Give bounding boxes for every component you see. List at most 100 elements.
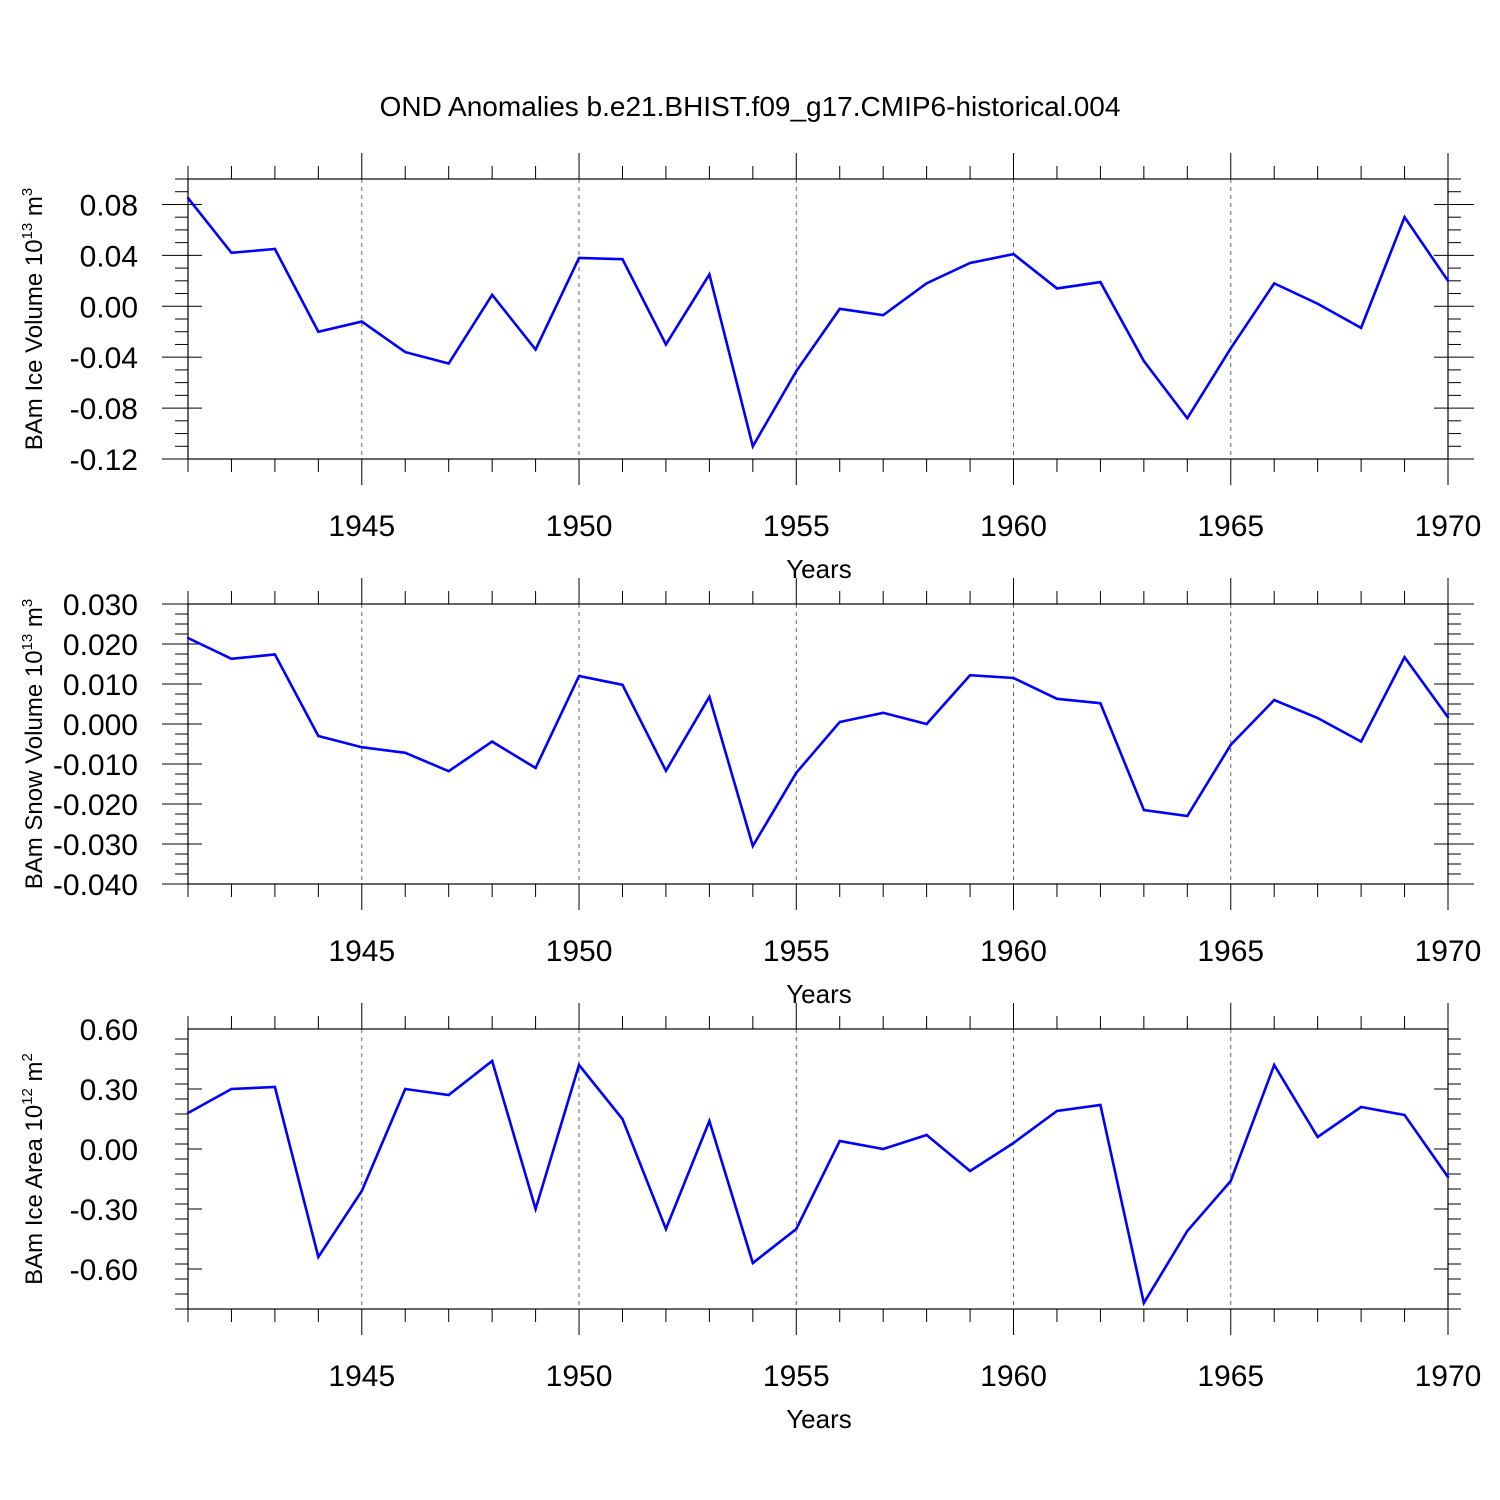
data-point <box>621 1117 624 1121</box>
data-point <box>230 251 233 255</box>
y-label-main: BAm Ice Volume 10 <box>21 239 48 450</box>
y-tick-label: 0.030 <box>63 589 138 622</box>
plot-frame <box>187 178 1449 460</box>
data-point <box>881 1147 885 1151</box>
data-point <box>1316 716 1319 720</box>
data-point <box>317 1255 320 1259</box>
data-point <box>838 720 841 724</box>
y-axis-label: BAm Snow Volume 1013 m3 <box>19 599 48 890</box>
data-point <box>1446 1175 1450 1179</box>
y-tick-label: -0.30 <box>70 1194 138 1227</box>
data-point <box>881 313 885 317</box>
data-point <box>968 261 972 265</box>
data-point <box>1316 1135 1319 1139</box>
data-point <box>795 369 798 373</box>
plots-container: -0.12 -0.08 -0.04 0.00 0.04 0.08 1945 1950 1955 1… <box>19 153 1481 1434</box>
data-point <box>447 362 450 365</box>
data-point <box>577 674 581 678</box>
data-point <box>1142 1301 1146 1305</box>
data-point <box>1446 279 1450 283</box>
data-point <box>708 1119 711 1123</box>
data-point <box>1142 359 1146 363</box>
data-point <box>1403 215 1406 219</box>
series-line <box>187 1058 1450 1307</box>
x-tick-label: 1960 <box>980 1360 1047 1393</box>
y-tick-label: 0.60 <box>80 1014 138 1047</box>
data-point <box>1055 287 1059 290</box>
series-line <box>186 197 1450 450</box>
data-point <box>404 350 407 354</box>
y-label-exponent: 13 <box>19 223 36 240</box>
x-tick-label: 1960 <box>980 935 1047 968</box>
data-point <box>664 343 668 346</box>
y-tick-label: 0.010 <box>63 669 138 702</box>
data-point <box>490 1059 494 1063</box>
data-point <box>664 769 668 772</box>
x-axis-label: Years <box>786 979 852 1009</box>
data-point <box>404 1087 407 1091</box>
y-tick-label: -0.040 <box>53 869 138 902</box>
data-point <box>751 1261 755 1265</box>
data-point <box>664 1227 668 1231</box>
data-point <box>360 320 363 323</box>
x-tick-label: 1955 <box>763 935 830 968</box>
data-point <box>1055 697 1059 700</box>
x-tick-label: 1955 <box>763 510 830 543</box>
y-label-unit-exponent: 3 <box>19 188 36 196</box>
data-point <box>1273 1063 1276 1067</box>
plot-frame <box>187 1028 1449 1310</box>
x-tick-label: 1965 <box>1197 935 1264 968</box>
data-point <box>1012 252 1015 256</box>
data-point <box>317 330 320 333</box>
panel-1: -0.12 -0.08 -0.04 0.00 0.04 0.08 1945 1950 1955 1… <box>19 153 1481 584</box>
y-tick-label: 0.00 <box>80 1134 138 1167</box>
x-tick-label: 1950 <box>546 1360 613 1393</box>
y-label-unit-exponent: 2 <box>19 1053 36 1061</box>
data-point <box>708 695 711 698</box>
x-tick-label: 1960 <box>980 510 1047 543</box>
data-point <box>534 766 537 770</box>
y-label-main: BAm Ice Area 10 <box>21 1105 48 1285</box>
y-tick-label: -0.04 <box>70 342 138 375</box>
y-tick-label: -0.60 <box>70 1254 138 1287</box>
y-label-main: BAm Snow Volume 10 <box>21 650 48 889</box>
data-point <box>577 256 581 260</box>
y-tick-label: 0.020 <box>63 629 138 662</box>
series-line <box>187 636 1450 850</box>
data-point <box>490 740 494 743</box>
data-point <box>708 273 711 276</box>
data-point <box>1229 347 1232 350</box>
y-label-unit: m <box>21 1061 48 1088</box>
x-tick-label: 1965 <box>1197 1360 1264 1393</box>
panel-2: -0.040 -0.030 -0.020 -0.010 0.000 0.010 0.020 0… <box>19 578 1481 1009</box>
data-point <box>360 1189 363 1193</box>
y-tick-label: 0.000 <box>63 709 138 742</box>
data-point <box>1359 1105 1363 1109</box>
data-point <box>186 636 190 640</box>
data-point <box>230 1087 233 1091</box>
data-point <box>1186 417 1189 420</box>
data-point <box>273 247 277 251</box>
data-point <box>317 734 320 738</box>
data-point <box>534 1207 537 1211</box>
data-point <box>1099 702 1102 705</box>
data-point <box>751 844 755 848</box>
y-label-unit: m <box>21 607 48 634</box>
data-point <box>1099 1103 1102 1107</box>
x-tick-label: 1945 <box>328 510 395 543</box>
data-point <box>230 657 233 660</box>
data-point <box>1142 808 1146 812</box>
data-point <box>577 1063 581 1067</box>
data-point <box>1055 1109 1059 1113</box>
x-tick-label: 1955 <box>763 1360 830 1393</box>
panel-3: -0.60 -0.30 0.00 0.30 0.60 1945 1950 1955 1960 19… <box>19 1003 1481 1434</box>
data-point <box>1273 282 1276 285</box>
data-point <box>1273 698 1276 702</box>
data-point <box>795 771 798 774</box>
data-point <box>1186 814 1189 818</box>
y-tick-label: 0.00 <box>80 291 138 324</box>
x-tick-label: 1950 <box>546 510 613 543</box>
data-point <box>621 257 624 261</box>
chart-title: OND Anomalies b.e21.BHIST.f09_g17.CMIP6-… <box>380 91 1121 122</box>
